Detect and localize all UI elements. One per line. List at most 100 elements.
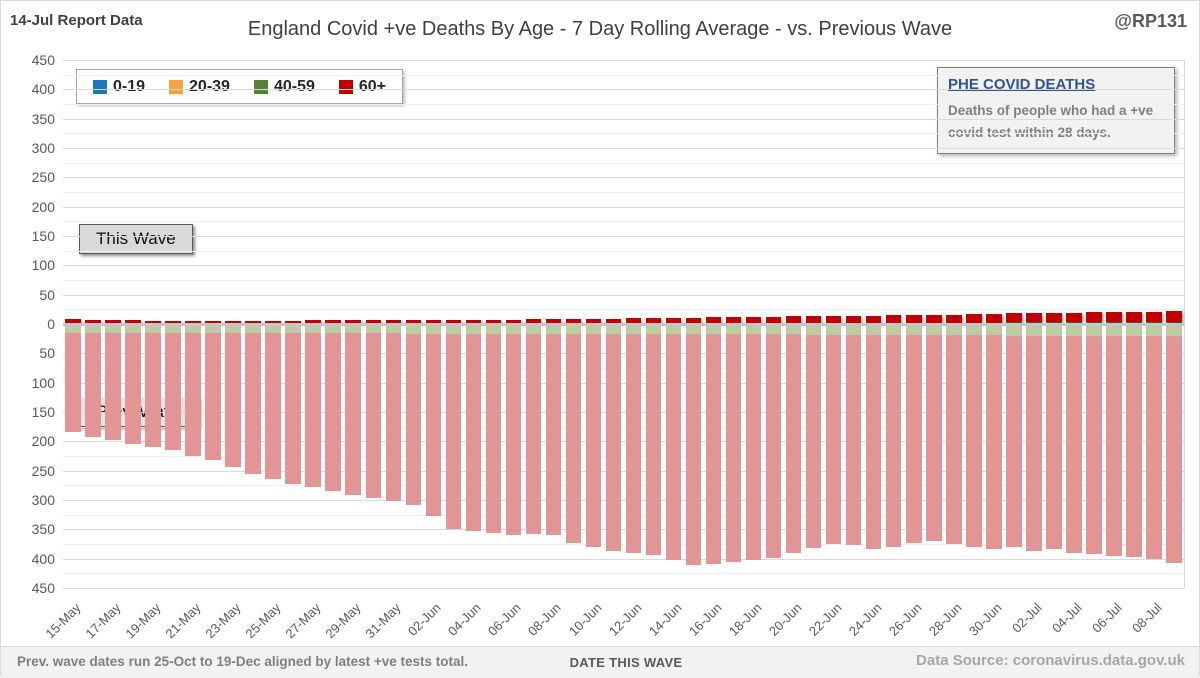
bar-segment-prev-wave-40-59: [526, 326, 542, 334]
legend-label: 40-59: [274, 78, 315, 96]
bar-segment-this-wave-60+: [806, 316, 822, 323]
y-axis-tick-label: 150: [1, 228, 55, 244]
bar-segment-prev-wave-60+: [926, 335, 942, 541]
y-axis-tick-label: 400: [1, 81, 55, 97]
bar-segment-prev-wave-60+: [1126, 336, 1142, 558]
bar-segment-prev-wave-40-59: [546, 326, 562, 334]
bar-segment-prev-wave-60+: [165, 333, 181, 450]
bar-segment-this-wave-60+: [1126, 312, 1142, 323]
bar-segment-prev-wave-40-59: [786, 326, 802, 335]
bar-segment-prev-wave-40-59: [566, 326, 582, 334]
legend-swatch-icon: [339, 80, 353, 94]
bar-segment-prev-wave-40-59: [285, 326, 301, 334]
bar-segment-prev-wave-40-59: [946, 326, 962, 335]
bar-segment-prev-wave-40-59: [466, 326, 482, 334]
bar-segment-prev-wave-60+: [305, 333, 321, 487]
y-axis-tick-label: 50: [1, 345, 55, 361]
bar-segment-prev-wave-60+: [746, 334, 762, 560]
bar-segment-prev-wave-40-59: [826, 326, 842, 335]
bar-segment-this-wave-60+: [1166, 311, 1182, 322]
prev-wave-note: Prev. wave dates run 25-Oct to 19-Dec al…: [17, 654, 468, 669]
zero-axis-line: [63, 323, 1184, 326]
legend-item-0-19: 0-19: [93, 78, 145, 96]
bar-segment-this-wave-60+: [926, 315, 942, 323]
bar-segment-this-wave-60+: [786, 316, 802, 323]
gridline: [63, 295, 1184, 296]
bar-segment-prev-wave-40-59: [325, 326, 341, 334]
bar-segment-prev-wave-60+: [486, 334, 502, 533]
bar-segment-prev-wave-40-59: [886, 326, 902, 335]
gridline: [63, 104, 1184, 105]
chart-title: England Covid +ve Deaths By Age - 7 Day …: [1, 18, 1199, 41]
bar-segment-this-wave-60+: [746, 317, 762, 323]
info-box: PHE COVID DEATHS Deaths of people who ha…: [937, 67, 1175, 154]
bar-segment-prev-wave-60+: [546, 334, 562, 536]
gridline: [63, 148, 1184, 149]
bar-segment-this-wave-60+: [1026, 313, 1042, 322]
bar-segment-prev-wave-40-59: [926, 326, 942, 335]
bar-segment-prev-wave-60+: [506, 334, 522, 536]
bar-segment-prev-wave-60+: [406, 334, 422, 505]
footer-bar: Prev. wave dates run 25-Oct to 19-Dec al…: [1, 646, 1199, 678]
bar-segment-prev-wave-40-59: [1046, 326, 1062, 336]
bar-segment-prev-wave-40-59: [866, 326, 882, 335]
bar-segment-prev-wave-40-59: [386, 326, 402, 334]
y-axis-tick-label: 200: [1, 199, 55, 215]
bar-segment-prev-wave-60+: [225, 333, 241, 467]
bar-segment-prev-wave-60+: [986, 335, 1002, 549]
bar-segment-prev-wave-40-59: [345, 326, 361, 334]
author-handle: @RP131: [1114, 11, 1187, 32]
bar-segment-prev-wave-60+: [65, 333, 81, 432]
gridline: [63, 192, 1184, 193]
bar-segment-this-wave-60+: [986, 314, 1002, 322]
bar-segment-prev-wave-40-59: [1066, 326, 1082, 336]
bar-segment-this-wave-60+: [1146, 312, 1162, 323]
bar-segment-prev-wave-60+: [466, 334, 482, 531]
bar-segment-prev-wave-40-59: [305, 326, 321, 334]
bar-segment-prev-wave-40-59: [666, 326, 682, 335]
y-axis-tick-label: 250: [1, 463, 55, 479]
bar-segment-prev-wave-40-59: [225, 326, 241, 334]
bar-segment-this-wave-60+: [1086, 312, 1102, 322]
bar-segment-prev-wave-60+: [646, 334, 662, 555]
bar-segment-prev-wave-60+: [866, 335, 882, 549]
bar-segment-prev-wave-40-59: [426, 326, 442, 334]
bar-segment-prev-wave-40-59: [1126, 326, 1142, 336]
bar-segment-prev-wave-60+: [626, 334, 642, 553]
bar-segment-prev-wave-60+: [1046, 336, 1062, 549]
bar-segment-prev-wave-60+: [85, 333, 101, 437]
bar-segment-prev-wave-60+: [726, 334, 742, 562]
bar-segment-this-wave-60+: [1066, 313, 1082, 322]
legend-swatch-icon: [93, 80, 107, 94]
bar-segment-prev-wave-40-59: [726, 326, 742, 335]
bar-segment-this-wave-60+: [1046, 313, 1062, 322]
bar-segment-prev-wave-40-59: [486, 326, 502, 334]
bar-segment-this-wave-60+: [886, 315, 902, 323]
bar-segment-prev-wave-60+: [606, 334, 622, 551]
bar-segment-prev-wave-40-59: [185, 326, 201, 334]
legend-item-40-59: 40-59: [254, 78, 315, 96]
bar-segment-this-wave-60+: [846, 316, 862, 323]
bar-segment-prev-wave-60+: [125, 333, 141, 444]
bar-segment-this-wave-60+: [766, 317, 782, 323]
bar-segment-prev-wave-40-59: [706, 326, 722, 335]
bar-segment-prev-wave-60+: [285, 333, 301, 484]
bar-segment-this-wave-60+: [826, 316, 842, 323]
bar-segment-prev-wave-60+: [265, 333, 281, 479]
gridline: [63, 75, 1184, 76]
bar-segment-prev-wave-40-59: [746, 326, 762, 335]
y-axis-tick-label: 350: [1, 521, 55, 537]
bar-segment-prev-wave-60+: [906, 335, 922, 543]
bar-segment-prev-wave-40-59: [366, 326, 382, 334]
bar-segment-prev-wave-40-59: [1146, 326, 1162, 336]
bar-segment-this-wave-60+: [906, 315, 922, 323]
bar-segment-prev-wave-40-59: [686, 326, 702, 335]
gridline: [63, 280, 1184, 281]
bar-segment-prev-wave-40-59: [506, 326, 522, 334]
bar-segment-this-wave-60+: [866, 316, 882, 323]
gridline: [63, 559, 1184, 560]
legend-label: 0-19: [113, 78, 145, 96]
y-axis-tick-label: 450: [1, 580, 55, 596]
bar-segment-prev-wave-60+: [526, 334, 542, 535]
